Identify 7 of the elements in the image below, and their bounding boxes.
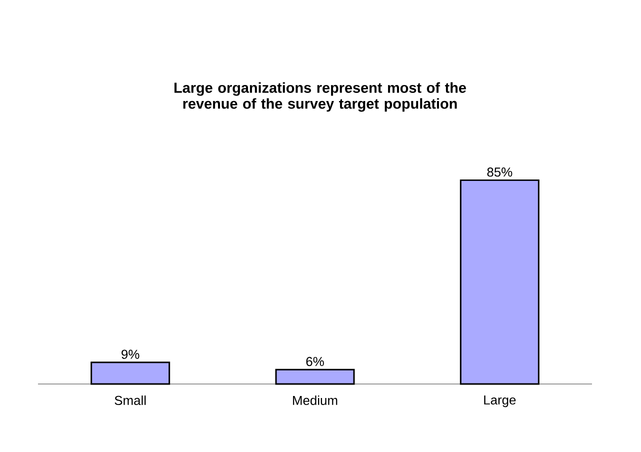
x-tick-label: Small: [114, 396, 146, 406]
chart-title: Large organizations represent most of the revenue of the survey target population: [174, 82, 466, 112]
x-tick-label: Large: [484, 396, 516, 408]
data-label: 9%: [122, 350, 140, 359]
x-tick-label: Medium: [293, 396, 338, 406]
data-label: 6%: [306, 356, 324, 366]
data-label: 85%: [487, 167, 512, 177]
